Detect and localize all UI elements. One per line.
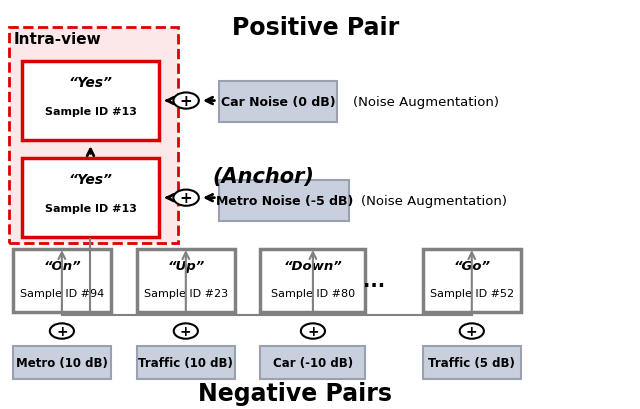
Text: Car (-10 dB): Car (-10 dB): [273, 356, 353, 369]
Text: Metro Noise (-5 dB): Metro Noise (-5 dB): [216, 195, 353, 208]
Circle shape: [173, 93, 199, 109]
Text: Negative Pairs: Negative Pairs: [198, 381, 392, 405]
Text: Metro (10 dB): Metro (10 dB): [16, 356, 108, 369]
Text: Traffic (10 dB): Traffic (10 dB): [138, 356, 233, 369]
FancyBboxPatch shape: [260, 346, 365, 379]
Circle shape: [50, 324, 74, 339]
FancyBboxPatch shape: [13, 249, 111, 312]
Text: Sample ID #52: Sample ID #52: [429, 288, 514, 298]
Text: Car Noise (0 dB): Car Noise (0 dB): [221, 96, 335, 109]
Text: Positive Pair: Positive Pair: [232, 16, 399, 40]
Text: “Yes”: “Yes”: [68, 173, 113, 187]
FancyBboxPatch shape: [22, 62, 159, 141]
Text: (Noise Augmentation): (Noise Augmentation): [353, 96, 499, 109]
Text: +: +: [56, 324, 68, 338]
Circle shape: [460, 324, 484, 339]
Circle shape: [301, 324, 325, 339]
Text: “On”: “On”: [43, 259, 81, 272]
Text: +: +: [307, 324, 319, 338]
Text: “Down”: “Down”: [284, 259, 342, 272]
Text: Traffic (5 dB): Traffic (5 dB): [428, 356, 515, 369]
Text: “Yes”: “Yes”: [68, 76, 113, 90]
FancyBboxPatch shape: [260, 249, 365, 312]
FancyBboxPatch shape: [422, 346, 521, 379]
Text: Sample ID #13: Sample ID #13: [45, 203, 136, 213]
FancyBboxPatch shape: [10, 28, 178, 244]
Text: ...: ...: [363, 272, 385, 291]
Text: Sample ID #94: Sample ID #94: [20, 288, 104, 298]
Text: “Up”: “Up”: [167, 259, 204, 272]
Circle shape: [173, 190, 199, 206]
Text: Sample ID #23: Sample ID #23: [144, 288, 228, 298]
Text: Sample ID #13: Sample ID #13: [45, 106, 136, 117]
FancyBboxPatch shape: [219, 82, 337, 123]
Circle shape: [173, 324, 198, 339]
FancyBboxPatch shape: [22, 159, 159, 238]
Text: “Go”: “Go”: [453, 259, 490, 272]
Text: (Anchor): (Anchor): [213, 167, 315, 187]
FancyBboxPatch shape: [136, 249, 235, 312]
FancyBboxPatch shape: [13, 346, 111, 379]
Text: +: +: [466, 324, 477, 338]
FancyBboxPatch shape: [422, 249, 521, 312]
Text: +: +: [180, 191, 193, 206]
Text: (Noise Augmentation): (Noise Augmentation): [361, 195, 507, 208]
Text: +: +: [180, 94, 193, 109]
Text: Sample ID #80: Sample ID #80: [271, 288, 355, 298]
Text: +: +: [180, 324, 191, 338]
FancyBboxPatch shape: [219, 181, 349, 221]
Text: Intra-view: Intra-view: [13, 32, 101, 47]
FancyBboxPatch shape: [136, 346, 235, 379]
